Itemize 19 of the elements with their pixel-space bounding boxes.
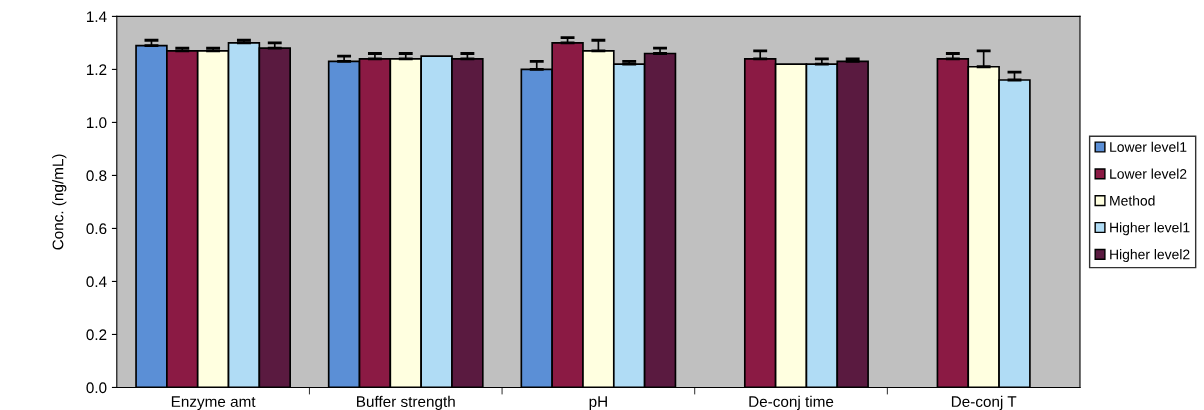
x-tick-label: Enzyme amt (171, 396, 256, 410)
x-tick-label: De-conj T (951, 395, 1017, 410)
y-tick-label: 1.2 (86, 64, 107, 75)
x-tick-label: pH (589, 396, 607, 410)
legend-label: Higher level1 (1110, 222, 1190, 236)
y-tick-label: 0.8 (86, 170, 107, 182)
y-tick-label: 1.4 (86, 11, 107, 22)
y-tick-label: 0.0 (86, 382, 107, 394)
y-tick-label: 0.4 (86, 276, 107, 288)
x-tick-label: Buffer strength (357, 395, 455, 410)
legend-label: Higher level2 (1110, 249, 1190, 263)
legend-label: Lower level1 (1110, 141, 1187, 152)
y-tick-label: 1.0 (86, 117, 107, 129)
y-axis-title: Conc. (ng/mL) (52, 154, 67, 250)
legend-label: Method (1110, 195, 1155, 206)
y-tick-label: 0.6 (86, 223, 107, 235)
y-tick-label: 0.2 (86, 329, 107, 341)
legend-label: Lower level2 (1110, 168, 1187, 179)
x-tick-label: De-conj time (749, 395, 834, 410)
